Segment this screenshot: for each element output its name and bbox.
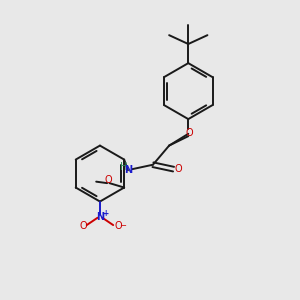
Text: H: H	[120, 162, 127, 172]
Text: −: −	[119, 221, 126, 230]
Text: N: N	[96, 212, 104, 222]
Text: +: +	[102, 208, 108, 217]
Text: N: N	[124, 165, 132, 175]
Text: O: O	[79, 221, 87, 231]
Text: O: O	[114, 221, 122, 231]
Text: O: O	[175, 164, 182, 174]
Text: O: O	[104, 175, 112, 185]
Text: O: O	[185, 128, 193, 138]
